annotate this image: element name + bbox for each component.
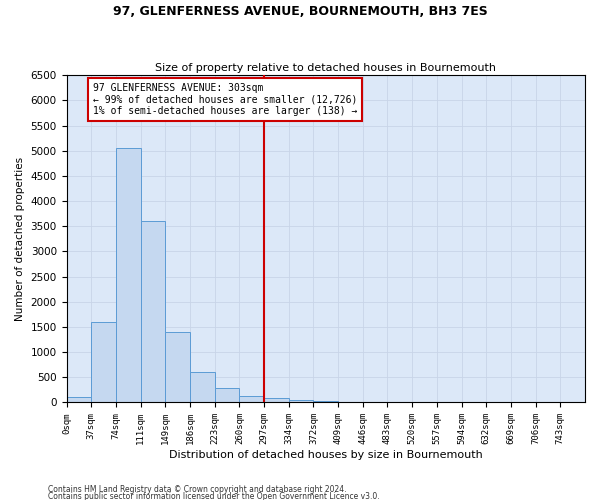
Bar (215, 388, 239, 402)
Y-axis label: Number of detached properties: Number of detached properties (15, 157, 25, 321)
Bar (116, 148, 140, 403)
Bar (239, 396, 264, 402)
Bar (140, 221, 165, 402)
Title: Size of property relative to detached houses in Bournemouth: Size of property relative to detached ho… (155, 63, 496, 73)
Bar (264, 398, 289, 402)
Bar (67, 398, 91, 402)
Bar (91, 322, 116, 402)
Bar (165, 332, 190, 402)
Text: Contains HM Land Registry data © Crown copyright and database right 2024.: Contains HM Land Registry data © Crown c… (48, 486, 347, 494)
Bar (190, 372, 215, 402)
Text: 97 GLENFERNESS AVENUE: 303sqm
← 99% of detached houses are smaller (12,726)
1% o: 97 GLENFERNESS AVENUE: 303sqm ← 99% of d… (92, 82, 357, 116)
Text: Contains public sector information licensed under the Open Government Licence v3: Contains public sector information licen… (48, 492, 380, 500)
Bar (289, 400, 313, 402)
Text: 97, GLENFERNESS AVENUE, BOURNEMOUTH, BH3 7ES: 97, GLENFERNESS AVENUE, BOURNEMOUTH, BH3… (113, 5, 487, 18)
X-axis label: Distribution of detached houses by size in Bournemouth: Distribution of detached houses by size … (169, 450, 482, 460)
